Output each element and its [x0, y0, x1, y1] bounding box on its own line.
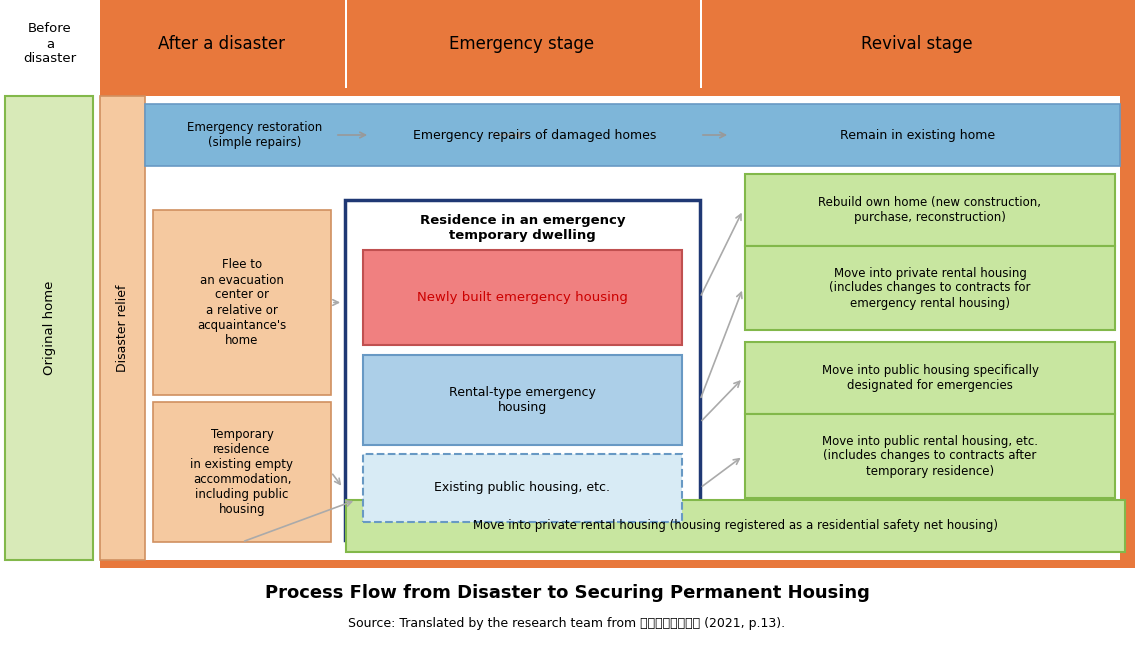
- Bar: [153, 210, 331, 395]
- Text: Flee to
an evacuation
center or
a relative or
acquaintance's
home: Flee to an evacuation center or a relati…: [197, 259, 287, 347]
- Text: Revival stage: Revival stage: [861, 35, 973, 53]
- Bar: [745, 414, 1115, 498]
- Bar: [345, 0, 347, 88]
- Text: Disaster relief: Disaster relief: [116, 284, 129, 372]
- Text: Emergency repairs of damaged homes: Emergency repairs of damaged homes: [413, 129, 657, 142]
- Bar: [345, 200, 700, 540]
- Bar: [363, 250, 682, 345]
- Text: Original home: Original home: [42, 281, 56, 375]
- Bar: [346, 500, 1125, 552]
- Text: Remain in existing home: Remain in existing home: [840, 129, 995, 142]
- Bar: [363, 454, 682, 522]
- Bar: [100, 88, 1135, 568]
- Text: Process Flow from Disaster to Securing Permanent Housing: Process Flow from Disaster to Securing P…: [264, 584, 869, 602]
- Text: Before
a
disaster: Before a disaster: [24, 22, 76, 65]
- Text: Move into public housing specifically
designated for emergencies: Move into public housing specifically de…: [822, 364, 1039, 392]
- Text: Newly built emergency housing: Newly built emergency housing: [417, 291, 628, 304]
- Bar: [745, 342, 1115, 414]
- Bar: [745, 174, 1115, 246]
- Text: After a disaster: After a disaster: [159, 35, 286, 53]
- Bar: [145, 104, 1120, 166]
- Text: Emergency restoration
(simple repairs): Emergency restoration (simple repairs): [187, 121, 322, 149]
- Text: Rental-type emergency
housing: Rental-type emergency housing: [449, 386, 596, 414]
- Text: Emergency stage: Emergency stage: [449, 35, 595, 53]
- Text: Move into private rental housing
(includes changes to contracts for
emergency re: Move into private rental housing (includ…: [830, 266, 1031, 310]
- Text: Rebuild own home (new construction,
purchase, reconstruction): Rebuild own home (new construction, purc…: [818, 196, 1042, 224]
- Bar: [153, 402, 331, 542]
- Bar: [363, 355, 682, 445]
- Text: Move into public rental housing, etc.
(includes changes to contracts after
tempo: Move into public rental housing, etc. (i…: [822, 434, 1039, 477]
- Bar: [5, 96, 93, 560]
- Text: Existing public housing, etc.: Existing public housing, etc.: [435, 481, 611, 494]
- Text: Move into private rental housing (housing registered as a residential safety net: Move into private rental housing (housin…: [473, 520, 998, 532]
- Text: Source: Translated by the research team from 内閣府政策統括官 (2021, p.13).: Source: Translated by the research team …: [348, 616, 785, 629]
- Bar: [0, 0, 100, 88]
- Bar: [100, 0, 1135, 88]
- Bar: [700, 0, 703, 88]
- Bar: [145, 96, 1120, 560]
- Text: Temporary
residence
in existing empty
accommodation,
including public
housing: Temporary residence in existing empty ac…: [191, 428, 294, 516]
- Bar: [100, 96, 145, 560]
- Bar: [745, 246, 1115, 330]
- Text: Residence in an emergency
temporary dwelling: Residence in an emergency temporary dwel…: [420, 214, 625, 242]
